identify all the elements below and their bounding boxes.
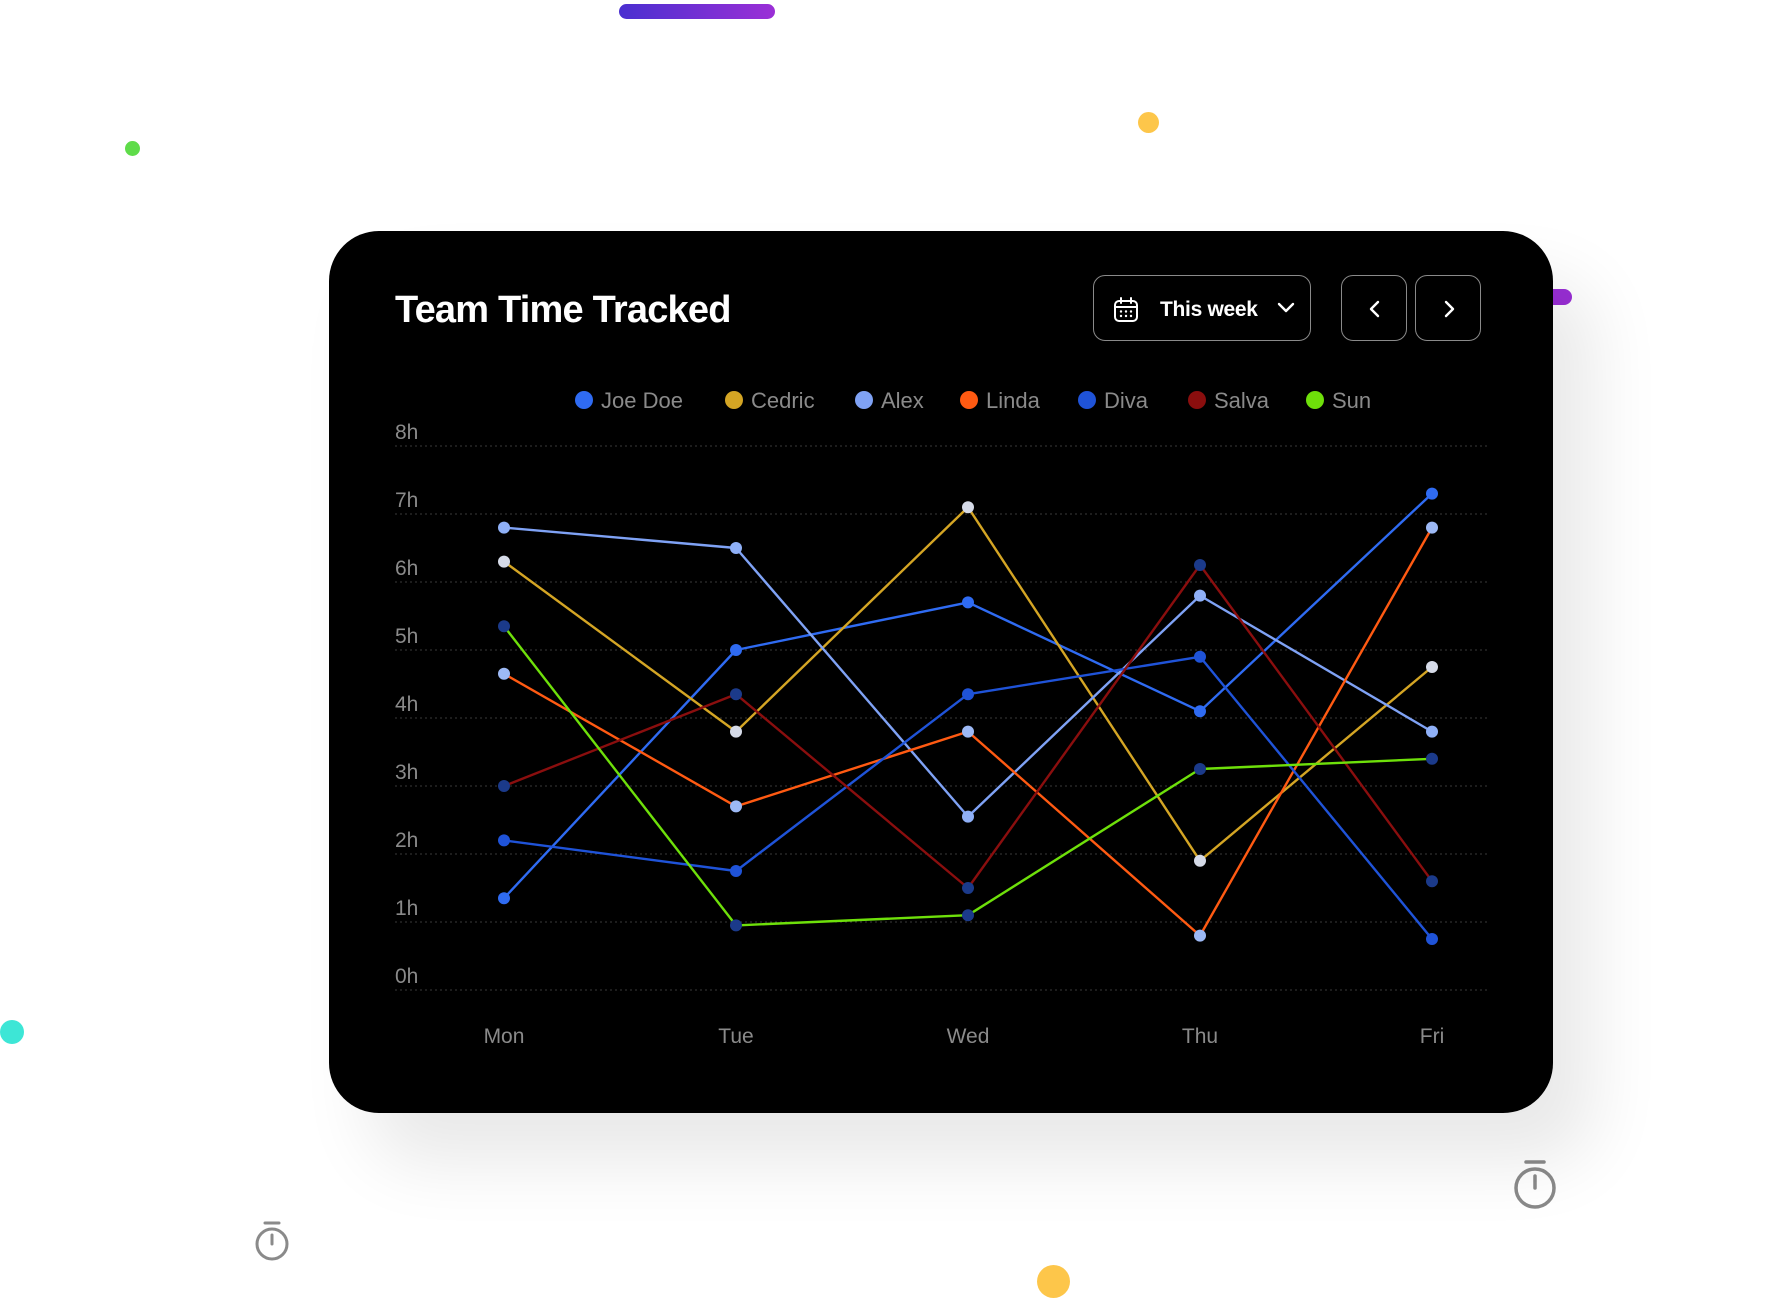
data-point <box>498 555 510 568</box>
legend-swatch <box>960 391 978 409</box>
y-tick-label: 8h <box>395 421 418 444</box>
data-point <box>962 688 974 701</box>
data-point <box>962 810 974 823</box>
legend-label: Cedric <box>751 388 815 413</box>
data-point <box>730 865 742 877</box>
x-tick-label: Fri <box>1420 1025 1445 1048</box>
calendar-icon <box>1114 297 1138 322</box>
data-point <box>1426 661 1438 673</box>
data-point <box>962 501 974 514</box>
legend-swatch <box>1188 391 1206 409</box>
line-chart: 0h 1h 2h 3h 4h 5h 6h 7h 8h Mon Tue Wed Thu Fri Joe Doe… <box>395 388 1487 1048</box>
data-point <box>730 644 742 656</box>
period-dropdown[interactable]: This week <box>1093 275 1311 341</box>
series-line <box>503 506 1433 862</box>
data-point <box>1426 487 1438 500</box>
next-period-button[interactable] <box>1415 275 1481 341</box>
data-point <box>1194 589 1206 602</box>
legend-label: Sun <box>1332 388 1371 413</box>
stopwatch-icon <box>255 1221 289 1261</box>
x-tick-label: Tue <box>718 1025 753 1048</box>
data-point <box>1194 929 1206 942</box>
legend-label: Alex <box>881 388 924 413</box>
data-point <box>1426 752 1438 765</box>
data-point <box>1194 650 1206 663</box>
data-point <box>1426 521 1438 534</box>
y-tick-label: 0h <box>395 965 418 988</box>
team-time-card: Team Time Tracked This week 0h 1h 2h 3h 4h 5h… <box>329 231 1553 1113</box>
data-point <box>730 800 742 813</box>
stopwatch-icon <box>1514 1160 1556 1209</box>
data-point <box>498 780 510 792</box>
x-tick-label: Wed <box>947 1025 990 1048</box>
data-point <box>498 834 510 847</box>
data-point <box>962 882 974 894</box>
legend-swatch <box>1306 391 1324 409</box>
decor-yellow-dot-bottom <box>1037 1265 1070 1298</box>
legend-label: Diva <box>1104 388 1149 413</box>
legend-swatch <box>575 391 593 409</box>
data-point <box>730 542 742 554</box>
chevron-down-icon <box>1277 302 1295 313</box>
data-point <box>1426 933 1438 945</box>
x-tick-label: Mon <box>484 1025 525 1048</box>
legend-swatch <box>1078 391 1096 409</box>
y-tick-label: 6h <box>395 557 418 580</box>
legend-swatch <box>725 391 743 409</box>
data-point <box>498 620 510 633</box>
decor-gradient-bar <box>619 4 775 19</box>
legend-label: Linda <box>986 388 1041 413</box>
legend-label: Joe Doe <box>601 388 683 413</box>
data-point <box>1426 875 1438 888</box>
chevron-right-icon <box>1444 300 1455 318</box>
y-tick-label: 2h <box>395 829 418 852</box>
data-point <box>730 919 742 932</box>
y-tick-label: 3h <box>395 761 418 784</box>
y-tick-label: 5h <box>395 625 418 648</box>
y-tick-label: 4h <box>395 693 418 716</box>
data-point <box>1426 725 1438 738</box>
legend-label: Salva <box>1214 388 1270 413</box>
chevron-left-icon <box>1369 300 1380 318</box>
data-point <box>498 892 510 905</box>
x-tick-label: Thu <box>1182 1025 1218 1048</box>
prev-period-button[interactable] <box>1341 275 1407 341</box>
y-tick-label: 1h <box>395 897 418 920</box>
data-point <box>962 725 974 738</box>
legend-swatch <box>855 391 873 409</box>
data-point <box>962 909 974 922</box>
data-point <box>1194 854 1206 867</box>
data-point <box>1194 763 1206 775</box>
card-title: Team Time Tracked <box>395 289 731 331</box>
decor-cyan-dot <box>0 1020 24 1044</box>
data-point <box>1194 705 1206 718</box>
decor-green-dot <box>125 141 140 156</box>
data-point <box>730 725 742 738</box>
decor-yellow-dot <box>1138 112 1159 133</box>
data-point <box>962 596 974 609</box>
series-line <box>503 625 1433 927</box>
period-label: This week <box>1160 298 1258 321</box>
data-point <box>498 521 510 534</box>
y-tick-label: 7h <box>395 489 418 512</box>
data-point <box>730 688 742 701</box>
data-point <box>1194 559 1206 571</box>
data-point <box>498 667 510 680</box>
